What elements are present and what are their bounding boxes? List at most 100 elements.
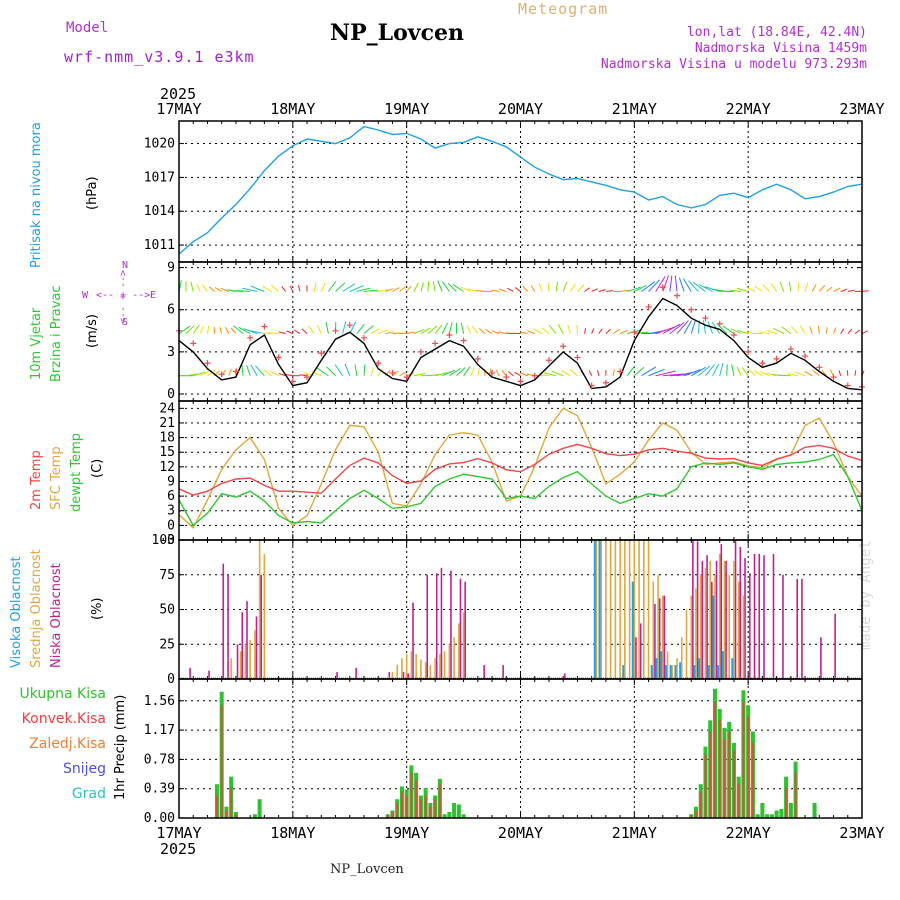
wind-direction-arrow <box>370 328 380 335</box>
wind-direction-arrow <box>399 286 406 292</box>
wind-direction-arrow <box>199 325 204 334</box>
pressure-line <box>178 125 863 255</box>
wind-direction-arrow <box>612 328 620 335</box>
wind-gust-marker <box>574 354 581 361</box>
wind-direction-arrow <box>467 288 478 292</box>
y-tick-label-4: 1.17 <box>144 723 175 738</box>
wind-gust-marker <box>759 360 766 367</box>
wind-direction-arrow <box>678 277 685 292</box>
wind-direction-arrow <box>263 369 272 377</box>
wind-direction-arrow <box>501 370 507 377</box>
wind-direction-arrow <box>470 367 475 376</box>
wind-gust-marker <box>631 329 638 336</box>
wind-gust-marker <box>346 322 353 329</box>
precip-strat-legend: Zaledj.Kisa <box>29 736 106 752</box>
wind-direction-arrow <box>520 372 528 377</box>
y-tick-label-3: 75 <box>159 568 175 583</box>
wind-direction-arrow <box>507 287 514 292</box>
date-label-top: 20MAY <box>498 100 543 118</box>
wind-direction-arrow <box>688 280 699 292</box>
precip-conv-bar <box>742 701 745 818</box>
wind-gust-marker <box>830 374 837 381</box>
compass-north: N <box>122 260 128 271</box>
wind-direction-arrow <box>299 374 308 377</box>
footer-station-name: NP_Lovcen <box>330 862 404 877</box>
wind-gust-marker <box>332 327 339 334</box>
cloud-unit: (%) <box>90 598 105 621</box>
wind-direction-arrow <box>577 284 585 292</box>
wind-direction-arrow <box>648 368 665 377</box>
wind-direction-arrow <box>655 370 676 377</box>
wind-direction-arrow <box>193 371 206 377</box>
wind-direction-arrow <box>207 369 216 377</box>
precip-conv-bar <box>709 731 712 818</box>
wind-direction-arrow <box>406 331 415 335</box>
wind-direction-arrow <box>399 332 408 335</box>
y-tick-label-0: 1014 <box>144 204 175 219</box>
wind-direction-arrow <box>334 364 344 377</box>
wind-direction-arrow <box>427 281 430 292</box>
wind-direction-arrow <box>356 323 365 334</box>
wind-direction-arrow <box>255 365 265 377</box>
y-tick-label-2: 9 <box>167 474 175 489</box>
wind-direction-arrow <box>676 320 689 334</box>
year-label-bottom: 2025 <box>160 840 196 858</box>
wind-direction-arrow <box>719 362 724 376</box>
wind-direction-arrow <box>591 328 595 334</box>
wind-direction-arrow <box>605 328 611 334</box>
wind-direction-arrow <box>286 330 294 335</box>
wind-direction-arrow <box>655 326 676 335</box>
wind-direction-arrow <box>847 328 853 334</box>
wind-direction-arrow <box>449 368 461 377</box>
panel-frame <box>178 678 863 819</box>
precip-conv-bar <box>419 799 422 818</box>
precip-conv-bar <box>751 742 754 818</box>
wind-direction-arrow <box>619 329 628 335</box>
wind-direction-arrow <box>794 371 806 377</box>
date-label-top: 19MAY <box>384 100 429 118</box>
precip-conv-bar <box>396 802 399 818</box>
wind-direction-arrow <box>495 369 500 376</box>
wind-direction-arrow <box>186 373 199 377</box>
wind-direction-arrow <box>746 286 756 292</box>
wind-direction-arrow <box>246 364 251 376</box>
wind-speed-line <box>178 297 863 391</box>
wind-direction-arrow <box>447 282 457 292</box>
date-label-bottom: 17MAY <box>156 824 201 842</box>
dewpt-temp-line <box>178 453 863 527</box>
wind-direction-arrow <box>200 371 210 377</box>
wind-direction-arrow <box>551 370 564 377</box>
date-label-top: 18MAY <box>270 100 315 118</box>
precip-conv-bar <box>723 739 726 818</box>
wind-direction-arrow <box>399 371 407 377</box>
wind-direction-arrow <box>228 368 232 376</box>
wind-direction-arrow <box>702 320 706 334</box>
wind-direction-arrow <box>238 326 251 335</box>
wind-direction-arrow <box>498 331 507 335</box>
sfctemp-title: SFC Temp <box>49 446 64 510</box>
wind-direction-arrow <box>441 281 450 292</box>
precip-conv-bar <box>230 787 233 818</box>
wind-direction-arrow <box>854 329 861 335</box>
wind-direction-arrow <box>349 321 357 334</box>
wind-direction-arrow <box>682 278 692 292</box>
wind-direction-arrow <box>317 367 329 377</box>
wind-direction-arrow <box>596 370 600 376</box>
precip-conv-bar <box>220 705 223 818</box>
wind-direction-arrow <box>460 322 465 334</box>
snow-legend: Snijeg <box>63 761 106 777</box>
wind-direction-arrow <box>833 287 841 292</box>
wind-gust-marker <box>617 368 624 375</box>
dewpt-title: dewpt Temp <box>69 433 84 512</box>
precip-total-bar <box>252 814 257 818</box>
wind-direction-arrow <box>569 283 576 292</box>
wind-unit: (m/s) <box>85 314 100 348</box>
wind-direction-arrow <box>759 371 770 377</box>
wind-direction-arrow <box>605 290 613 292</box>
wind-direction-arrow <box>190 281 194 292</box>
wind-direction-arrow <box>498 288 507 292</box>
y-tick-label-1: 6 <box>167 303 175 318</box>
wind-direction-arrow <box>441 322 448 334</box>
wind-direction-arrow <box>344 363 351 376</box>
